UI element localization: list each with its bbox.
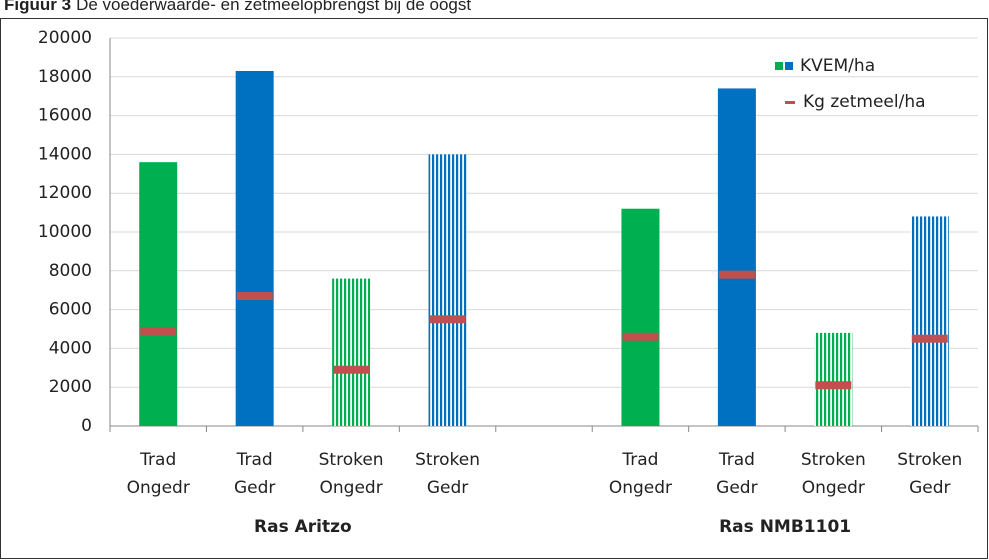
x-tick-label: Gedr [909,478,950,498]
title-label: Figuur 3 [4,0,71,14]
group-label: Ras Aritzo [254,517,352,537]
y-tick-label: 18000 [38,67,92,87]
bar [814,332,853,426]
title-text: De voederwaarde- en zetmeelopbrengst bij… [76,0,471,14]
zetmeel-marker [140,326,177,335]
x-tick-label: Gedr [427,478,468,498]
bar [428,154,467,426]
bar [332,278,371,426]
x-tick-label: Trad [236,450,273,470]
chart-title: Figuur 3 De voederwaarde- en zetmeelopbre… [4,0,471,14]
y-tick-label: 0 [81,416,92,436]
x-tick-label: Stroken [319,450,384,470]
zetmeel-marker [815,381,852,390]
x-tick-label: Ongedr [609,478,672,498]
bar [235,70,274,426]
y-tick-label: 20000 [38,28,92,48]
x-tick-label: Stroken [415,450,480,470]
y-tick-label: 6000 [49,300,92,320]
x-tick-label: Trad [718,450,755,470]
y-tick-label: 8000 [49,261,92,281]
x-tick-label: Trad [139,450,176,470]
y-tick-label: 14000 [38,144,92,164]
legend-swatch [775,62,783,70]
bar [717,88,756,426]
bar [621,208,660,426]
x-tick-label: Gedr [716,478,757,498]
zetmeel-marker [236,292,273,301]
x-tick-label: Gedr [234,478,275,498]
x-tick-label: Ongedr [127,478,190,498]
bar [139,162,178,426]
x-tick-label: Ongedr [320,478,383,498]
zetmeel-marker [429,315,466,324]
x-tick-label: Trad [621,450,658,470]
zetmeel-marker [911,334,948,343]
x-tick-label: Stroken [801,450,866,470]
legend-swatch [785,101,795,104]
legend-swatch [785,62,793,70]
zetmeel-marker [333,365,370,374]
group-label: Ras NMB1101 [719,517,851,537]
y-tick-label: 12000 [38,183,92,203]
y-tick-label: 2000 [49,377,92,397]
y-tick-label: 10000 [38,222,92,242]
zetmeel-marker [718,270,755,279]
zetmeel-marker [622,332,659,341]
y-tick-label: 16000 [38,106,92,126]
y-tick-label: 4000 [49,338,92,358]
x-tick-label: Stroken [897,450,962,470]
legend-label: Kg zetmeel/ha [803,92,926,112]
legend-label: KVEM/ha [800,56,875,76]
bar [910,216,949,426]
x-tick-label: Ongedr [802,478,865,498]
